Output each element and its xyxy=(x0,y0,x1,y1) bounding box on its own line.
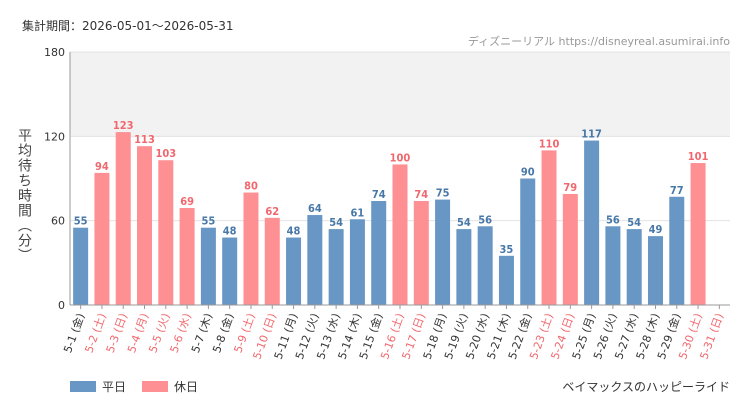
data-label: 110 xyxy=(539,137,560,150)
bar xyxy=(94,172,110,305)
data-label: 113 xyxy=(134,133,155,146)
attraction-name: ベイマックスのハッピーライド xyxy=(562,380,730,394)
data-label: 90 xyxy=(521,166,535,179)
bar xyxy=(137,146,153,305)
bar xyxy=(286,237,302,305)
data-label: 62 xyxy=(265,205,279,218)
data-label: 35 xyxy=(500,243,514,256)
bar xyxy=(392,164,408,305)
data-label: 64 xyxy=(308,202,322,215)
bar xyxy=(73,227,89,305)
data-label: 69 xyxy=(180,195,194,208)
bars-layer xyxy=(73,132,706,305)
legend-label-weekday: 平日 xyxy=(102,380,127,394)
data-label: 48 xyxy=(287,225,301,238)
bar xyxy=(647,236,663,305)
data-label: 48 xyxy=(223,225,237,238)
legend-item-weekday[interactable]: 平日 xyxy=(70,378,126,395)
bar xyxy=(115,132,131,305)
bar xyxy=(371,200,387,305)
data-label: 123 xyxy=(113,119,134,132)
bar xyxy=(498,255,514,305)
bar xyxy=(349,219,365,305)
data-label: 55 xyxy=(74,215,88,228)
bar xyxy=(669,196,685,305)
data-label: 101 xyxy=(688,150,709,163)
data-label: 75 xyxy=(436,187,450,200)
bar xyxy=(690,163,706,305)
data-label: 55 xyxy=(201,215,215,228)
y-tick-label: 120 xyxy=(44,130,65,143)
legend: 平日 休日 xyxy=(70,378,214,395)
bar xyxy=(435,199,451,305)
bar xyxy=(584,140,600,305)
bar xyxy=(264,217,280,305)
bar xyxy=(200,227,216,305)
bar xyxy=(477,226,493,305)
legend-label-holiday: 休日 xyxy=(174,380,199,394)
bar xyxy=(413,200,429,305)
bar xyxy=(541,150,557,305)
bar xyxy=(158,160,174,305)
bar xyxy=(222,237,238,305)
period-label: 集計期間：2026-05-01～2026-05-31 xyxy=(22,19,234,33)
data-label: 54 xyxy=(329,216,343,229)
bar xyxy=(605,226,621,305)
highlight-band xyxy=(70,52,730,137)
source-label: ディズニーリアル https://disneyreal.asumirai.inf… xyxy=(467,35,730,48)
data-label: 74 xyxy=(414,188,428,201)
data-label: 103 xyxy=(155,147,176,160)
data-label: 56 xyxy=(478,213,492,226)
legend-swatch-holiday xyxy=(142,381,169,392)
data-label: 100 xyxy=(390,151,411,164)
data-label: 49 xyxy=(649,223,663,236)
y-tick-label: 180 xyxy=(44,46,65,59)
data-label: 74 xyxy=(372,188,386,201)
data-label: 61 xyxy=(351,206,365,219)
data-label: 54 xyxy=(457,216,471,229)
data-label: 56 xyxy=(606,213,620,226)
legend-item-holiday[interactable]: 休日 xyxy=(142,378,198,395)
bar xyxy=(328,229,344,305)
bar xyxy=(179,208,195,305)
bar xyxy=(520,178,536,305)
data-label: 54 xyxy=(627,216,641,229)
y-axis-title: 平均待ち時間（分） xyxy=(16,128,32,263)
grid-layer xyxy=(70,51,730,222)
bar xyxy=(243,192,259,305)
data-label: 79 xyxy=(563,181,577,194)
data-label: 117 xyxy=(581,128,602,141)
y-tick-label: 60 xyxy=(51,215,65,228)
bar xyxy=(307,215,323,305)
bar xyxy=(562,193,578,305)
y-tick-label: 0 xyxy=(58,299,65,312)
data-label: 80 xyxy=(244,180,258,193)
bar xyxy=(626,229,642,305)
legend-swatch-weekday xyxy=(70,381,96,392)
bar xyxy=(456,229,472,305)
data-label: 94 xyxy=(95,160,109,173)
data-label: 77 xyxy=(670,184,684,197)
